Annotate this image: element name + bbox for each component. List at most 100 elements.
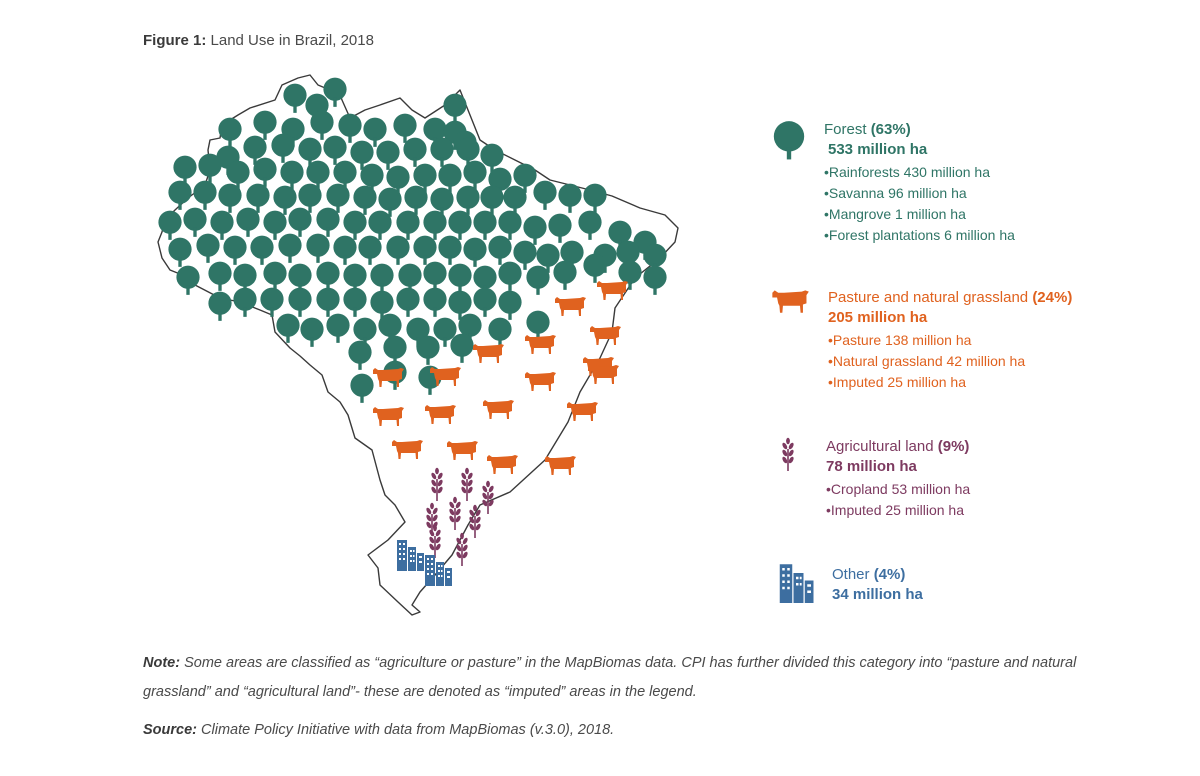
- tree-icon: [583, 253, 607, 283]
- legend-other-name: Other: [832, 566, 870, 583]
- tree-icon: [553, 260, 577, 290]
- tree-icon: [280, 160, 304, 190]
- figure-label: Figure 1:: [143, 32, 207, 49]
- tree-icon: [263, 210, 287, 240]
- legend-forest-item: Forest plantations 6 million ha: [824, 225, 1015, 246]
- tree-icon: [448, 210, 472, 240]
- tree-icon: [208, 261, 232, 291]
- tree-icon: [386, 235, 410, 265]
- tree-icon: [423, 210, 447, 240]
- note-text: Some areas are classified as “agricultur…: [143, 655, 1077, 700]
- tree-icon: [316, 287, 340, 317]
- tree-icon: [456, 185, 480, 215]
- tree-icon: [198, 153, 222, 183]
- tree-icon: [168, 180, 192, 210]
- tree-icon: [358, 235, 382, 265]
- forest-tree-icons: [158, 77, 667, 403]
- tree-icon: [473, 287, 497, 317]
- legend-forest-total: 533 million ha: [828, 141, 928, 158]
- legend-forest-item: Mangrove 1 million ha: [824, 204, 1015, 225]
- figure-note: Note: Some areas are classified as “agri…: [143, 649, 1093, 707]
- tree-icon: [208, 291, 232, 321]
- tree-icon: [498, 210, 522, 240]
- tree-icon: [463, 237, 487, 267]
- tree-icon: [526, 310, 550, 340]
- tree-icon: [316, 261, 340, 291]
- brazil-land-use-map: [157, 74, 679, 616]
- legend-forest-item: Rainforests 430 million ha: [824, 162, 1015, 183]
- tree-icon: [183, 207, 207, 237]
- tree-icon: [383, 335, 407, 365]
- cow-icon: [392, 440, 423, 459]
- tree-icon: [253, 110, 277, 140]
- source-text: Climate Policy Initiative with data from…: [201, 722, 615, 738]
- legend-agricultural-item: Cropland 53 million ha: [826, 479, 970, 500]
- source-label: Source:: [143, 722, 197, 738]
- wheat-icon: [430, 467, 444, 501]
- legend-pasture-percent: (24%): [1032, 289, 1073, 306]
- tree-icon: [288, 207, 312, 237]
- tree-icon: [523, 215, 547, 245]
- tree-icon: [368, 210, 392, 240]
- tree-icon: [416, 335, 440, 365]
- tree-icon: [343, 210, 367, 240]
- legend-pasture-heading: Pasture and natural grassland (24%): [828, 288, 1072, 308]
- legend-other: Other (4%) 34 million ha: [779, 564, 923, 605]
- tree-icon: [404, 185, 428, 215]
- buildings-icon: [397, 540, 424, 571]
- legend-forest-percent: (63%): [870, 121, 911, 138]
- legend-agricultural-heading: Agricultural land (9%): [826, 437, 970, 457]
- tree-icon: [263, 261, 287, 291]
- tree-icon: [250, 235, 274, 265]
- legend-agricultural-name: Agricultural land: [826, 438, 934, 455]
- legend-agricultural-total: 78 million ha: [826, 458, 917, 475]
- legend-pasture-item: Imputed 25 million ha: [828, 372, 1072, 393]
- legend-pasture-items: Pasture 138 million ha Natural grassland…: [828, 330, 1072, 393]
- tree-icon: [376, 140, 400, 170]
- wheat-icon: [428, 524, 442, 558]
- tree-icon: [316, 207, 340, 237]
- legend-forest-heading: Forest (63%): [824, 120, 1015, 140]
- agriculture-wheat-icons: [425, 467, 495, 566]
- tree-icon: [533, 180, 557, 210]
- cow-icon: [487, 455, 518, 474]
- tree-icon: [488, 235, 512, 265]
- legend-pasture: Pasture and natural grassland (24%) 205 …: [772, 288, 1072, 393]
- tree-icon: [503, 185, 527, 215]
- tree-icon: [343, 287, 367, 317]
- legend-forest-name: Forest: [824, 121, 867, 138]
- wheat-icon: [455, 532, 469, 566]
- cow-icon: [483, 400, 514, 419]
- figure-title: Figure 1: Land Use in Brazil, 2018: [143, 32, 374, 49]
- tree-icon: [278, 233, 302, 263]
- tree-icon: [158, 210, 182, 240]
- other-building-icons: [397, 540, 452, 586]
- tree-icon: [233, 287, 257, 317]
- legend-agricultural-items: Cropland 53 million ha Imputed 25 millio…: [826, 479, 970, 521]
- legend-agricultural-item: Imputed 25 million ha: [826, 500, 970, 521]
- tree-icon: [283, 83, 307, 113]
- tree-icon: [350, 373, 374, 403]
- tree-icon: [463, 160, 487, 190]
- legend-other-heading: Other (4%): [832, 565, 923, 585]
- tree-icon: [773, 121, 805, 160]
- tree-icon: [526, 265, 550, 295]
- legend-pasture-item: Pasture 138 million ha: [828, 330, 1072, 351]
- tree-icon: [430, 137, 454, 167]
- cow-icon: [772, 290, 809, 313]
- cow-icon: [555, 297, 586, 316]
- tree-icon: [260, 287, 284, 317]
- tree-icon: [473, 210, 497, 240]
- tree-icon: [223, 235, 247, 265]
- tree-icon: [253, 157, 277, 187]
- tree-icon: [168, 237, 192, 267]
- figure-title-text: Land Use in Brazil, 2018: [210, 32, 374, 49]
- cow-icon: [588, 365, 619, 384]
- legend-forest: Forest (63%) 533 million ha Rainforests …: [773, 120, 1015, 246]
- tree-icon: [488, 317, 512, 347]
- tree-icon: [176, 265, 200, 295]
- legend-pasture-total: 205 million ha: [828, 309, 928, 326]
- cow-icon: [590, 326, 621, 345]
- note-label: Note:: [143, 655, 181, 671]
- tree-icon: [643, 265, 667, 295]
